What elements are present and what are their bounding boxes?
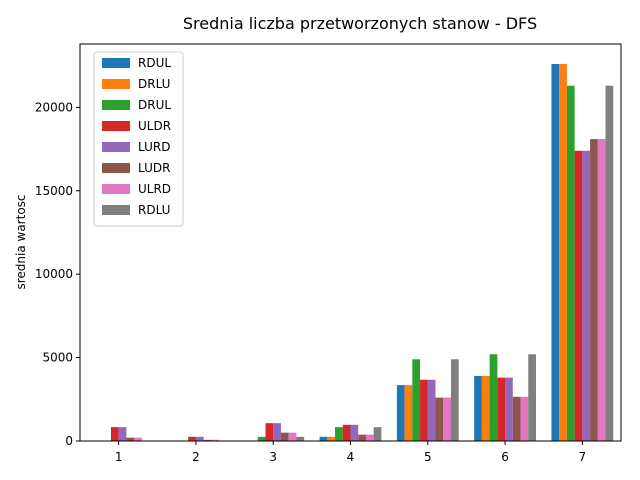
bar-rdul-6 <box>474 375 482 441</box>
bar-ulrd-3 <box>288 432 297 441</box>
legend-swatch-ulrd <box>102 184 130 194</box>
bar-ludr-3 <box>280 432 289 441</box>
bar-uldr-3 <box>265 423 274 441</box>
legend-swatch-rdlu <box>102 205 130 215</box>
bar-ludr-6 <box>512 396 521 441</box>
legend: RDUL DRLU DRUL ULDR LURD LUDR ULRD RDLU <box>93 51 184 227</box>
bar-ludr-7 <box>590 139 598 441</box>
bar-rdlu-3 <box>296 436 305 441</box>
y-tick-label: 15000 <box>35 184 73 198</box>
legend-label-lurd: LURD <box>138 140 170 154</box>
bar-drul-3 <box>257 436 266 441</box>
bar-lurd-6 <box>505 377 513 441</box>
bar-drul-4 <box>335 427 343 441</box>
x-tick-label: 7 <box>579 450 587 464</box>
x-tick-label: 3 <box>269 450 277 464</box>
x-axis: 1 2 3 4 5 6 7 <box>115 441 586 464</box>
bar-lurd-3 <box>273 423 281 441</box>
bar-drul-5 <box>412 359 421 441</box>
bar-lurd-7 <box>582 150 591 442</box>
bar-drlu-4 <box>327 436 336 441</box>
bar-ludr-5 <box>435 397 444 441</box>
bar-lurd-1 <box>118 427 127 441</box>
bar-ludr-1 <box>126 437 135 441</box>
x-tick-label: 5 <box>424 450 432 464</box>
legend-swatch-drlu <box>102 79 130 89</box>
y-axis: 0 5000 10000 15000 20000 <box>35 100 80 448</box>
bar-ulrd-7 <box>597 139 606 441</box>
bar-uldr-2 <box>188 436 196 441</box>
y-tick-label: 10000 <box>35 267 73 281</box>
bar-ulrd-1 <box>134 437 142 441</box>
bar-ludr-2 <box>203 439 212 441</box>
x-tick-label: 2 <box>192 450 200 464</box>
bar-uldr-1 <box>110 427 119 441</box>
bar-ulrd-5 <box>443 397 451 441</box>
bar-drul-6 <box>489 354 498 441</box>
legend-swatch-rdul <box>102 58 130 68</box>
y-tick-label: 0 <box>65 434 73 448</box>
bar-lurd-4 <box>350 424 359 441</box>
legend-swatch-drul <box>102 100 130 110</box>
legend-label-ulrd: ULRD <box>138 182 171 196</box>
legend-label-drul: DRUL <box>138 98 171 112</box>
chart-title: Srednia liczba przetworzonych stanow - D… <box>183 14 537 33</box>
bar-drul-7 <box>566 85 575 441</box>
bar-rdlu-4 <box>373 427 382 441</box>
legend-label-rdul: RDUL <box>138 56 171 70</box>
bar-rdlu-5 <box>450 359 459 441</box>
bar-uldr-4 <box>342 424 351 441</box>
bar-drlu-5 <box>404 385 413 441</box>
y-tick-label: 5000 <box>42 351 73 365</box>
x-tick-label: 6 <box>501 450 509 464</box>
y-axis-label: srednia wartosc <box>14 194 28 289</box>
bar-rdul-7 <box>551 64 560 441</box>
bar-rdul-5 <box>396 385 405 441</box>
legend-label-ludr: LUDR <box>138 161 170 175</box>
bar-rdul-4 <box>319 436 328 441</box>
y-tick-label: 20000 <box>35 100 73 114</box>
bar-rdlu-7 <box>605 85 614 441</box>
legend-label-rdlu: RDLU <box>138 203 170 217</box>
bar-rdlu-6 <box>528 354 536 441</box>
legend-label-drlu: DRLU <box>138 77 170 91</box>
bar-drlu-6 <box>481 375 490 441</box>
bars-group <box>110 64 614 442</box>
legend-label-uldr: ULDR <box>138 119 171 133</box>
bar-uldr-7 <box>574 150 583 442</box>
bar-ulrd-2 <box>211 439 220 441</box>
bar-ludr-4 <box>358 434 366 441</box>
bar-drlu-7 <box>559 64 567 441</box>
bar-uldr-5 <box>420 379 428 441</box>
legend-swatch-uldr <box>102 121 130 131</box>
legend-swatch-ludr <box>102 163 130 173</box>
bar-ulrd-6 <box>520 396 529 441</box>
legend-swatch-lurd <box>102 142 130 152</box>
bar-lurd-2 <box>195 436 204 441</box>
x-tick-label: 1 <box>115 450 123 464</box>
x-tick-label: 4 <box>347 450 355 464</box>
legend-box <box>93 51 184 227</box>
bar-uldr-6 <box>497 377 506 441</box>
bar-ulrd-4 <box>365 434 374 441</box>
bar-lurd-5 <box>427 379 436 441</box>
